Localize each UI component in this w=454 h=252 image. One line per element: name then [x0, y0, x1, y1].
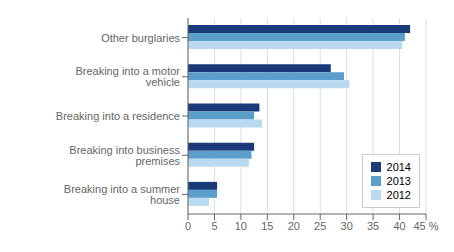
html-text:2014: 2014: [386, 161, 411, 173]
svg-text:Other burglaries: Other burglaries: [101, 32, 180, 44]
svg-text:Breaking into a motorvehicle: Breaking into a motorvehicle: [75, 65, 180, 88]
svg-text:20: 20: [288, 220, 300, 232]
html-text:2012: 2012: [386, 189, 411, 201]
svg-text:5: 5: [211, 220, 217, 232]
svg-text:25: 25: [314, 220, 326, 232]
svg-text:30: 30: [341, 220, 353, 232]
svg-text:Breaking into businesspremises: Breaking into businesspremises: [69, 144, 180, 167]
svg-text:Breaking into a summerhouse: Breaking into a summerhouse: [64, 183, 180, 206]
svg-text:40: 40: [393, 220, 405, 232]
svg-text:45 %: 45 %: [413, 220, 438, 232]
html-text:2013: 2013: [386, 175, 411, 187]
svg-text:0: 0: [185, 220, 191, 232]
svg-text:Breaking into a residence: Breaking into a residence: [56, 110, 180, 122]
svg-text:35: 35: [367, 220, 379, 232]
svg-text:10: 10: [235, 220, 247, 232]
svg-text:15: 15: [261, 220, 273, 232]
